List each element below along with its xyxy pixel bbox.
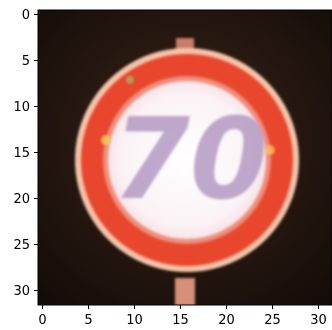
- x-tick-label: 5: [84, 313, 92, 328]
- rim-highlight: [126, 76, 134, 84]
- x-tick-label: 20: [218, 313, 235, 328]
- rim-highlight: [265, 145, 275, 155]
- x-tick-label: 10: [126, 313, 143, 328]
- sign-digits: 70: [112, 95, 268, 225]
- plot-frame: [37, 9, 332, 306]
- y-axis: 0 5 10 15 20 25 30: [13, 8, 38, 299]
- y-tick-label: 10: [13, 100, 30, 115]
- sign-white-face: [108, 81, 266, 239]
- photo-image: 70: [38, 10, 332, 305]
- y-tick-label: 15: [13, 146, 30, 161]
- y-tick-label: 25: [13, 238, 30, 253]
- x-tick-label: 25: [264, 313, 281, 328]
- y-tick-label: 5: [22, 54, 30, 69]
- y-tick-label: 20: [13, 192, 30, 207]
- y-tick-label: 0: [22, 8, 30, 23]
- x-tick-label: 30: [310, 313, 327, 328]
- rim-highlight: [101, 135, 111, 145]
- x-axis: 0 5 10 15 20 25 30: [38, 305, 327, 328]
- x-tick-label: 0: [38, 313, 46, 328]
- y-tick-label: 30: [13, 284, 30, 299]
- sign-post: [175, 278, 195, 305]
- x-tick-label: 15: [172, 313, 189, 328]
